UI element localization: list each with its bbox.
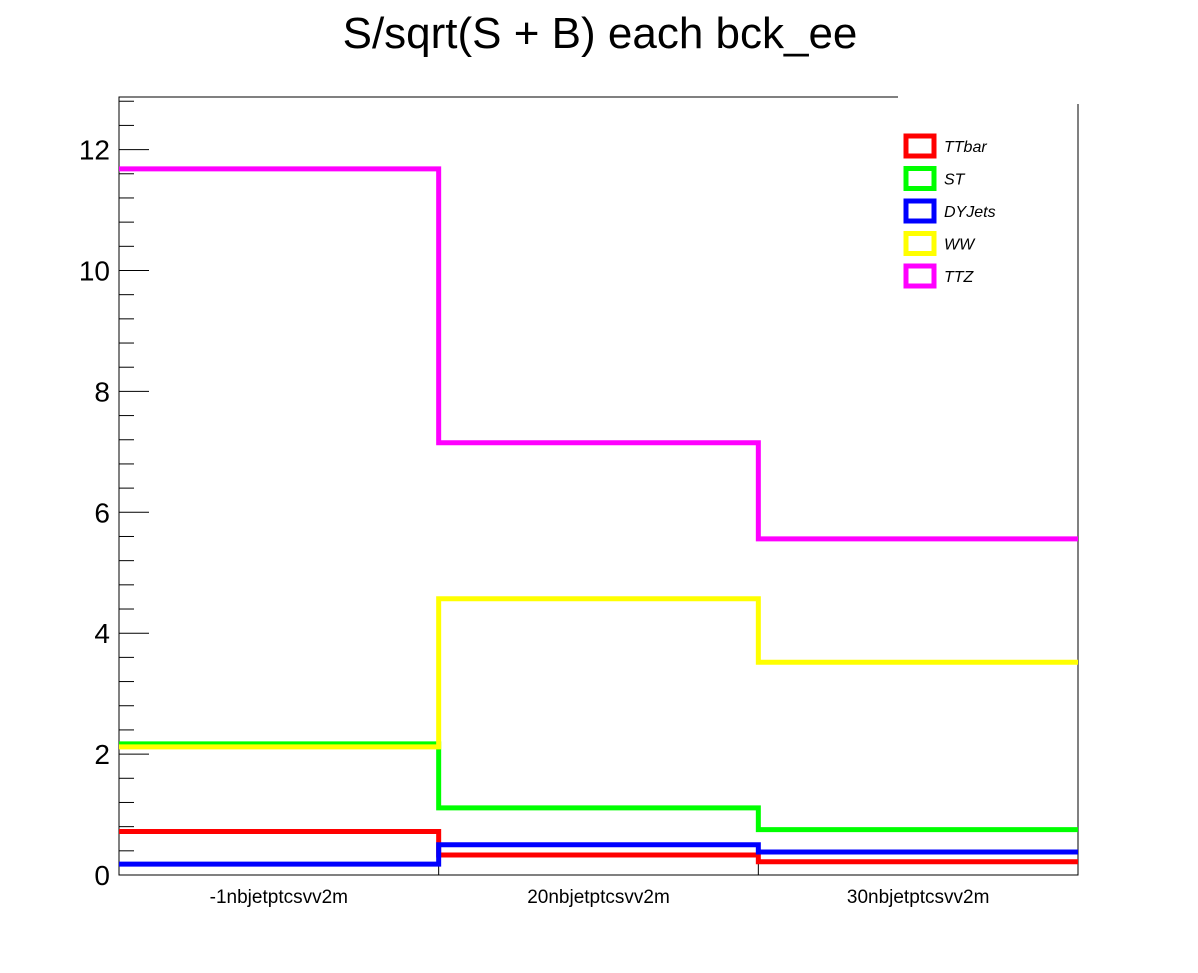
series-lines [119, 166, 1078, 867]
legend-swatch-ttbar [903, 133, 937, 159]
legend-swatch-dyjets [903, 198, 937, 224]
y-tick-label: 0 [94, 860, 110, 891]
x-tick-label: 30nbjetptcsvv2m [847, 887, 990, 908]
chart-title: S/sqrt(S + B) each bck_ee [343, 9, 858, 58]
legend-label-dyjets: DYJets [944, 204, 996, 221]
legend-swatch-ttz [903, 263, 937, 289]
series-line-dyjets [119, 842, 1078, 867]
x-tick-label: 20nbjetptcsvv2m [527, 887, 670, 908]
legend-label-ttz: TTZ [944, 269, 975, 286]
y-tick-label: 12 [79, 135, 110, 166]
plot-frame [118, 96, 1079, 876]
legend-background [898, 88, 1098, 104]
series-line-st [119, 741, 1078, 833]
legend-label-ttbar: TTbar [944, 139, 987, 156]
x-axis: -1nbjetptcsvv2m 20nbjetptcsvv2m 30nbjetptc… [210, 852, 990, 908]
y-axis: 0 2 4 6 8 10 12 [79, 100, 149, 891]
plot-border [118, 96, 1079, 876]
legend-label-ww: WW [944, 237, 976, 254]
x-tick-label: -1nbjetptcsvv2m [210, 887, 348, 908]
legend-label-st: ST [944, 172, 966, 189]
y-tick-label: 6 [94, 497, 110, 528]
series-line-ww [119, 596, 1078, 750]
y-tick-label: 2 [94, 739, 110, 770]
legend: TTbar ST DYJets WW TTZ [898, 88, 1098, 289]
y-tick-label: 8 [94, 376, 110, 407]
legend-swatch-st [903, 166, 937, 191]
series-line-ttbar [119, 828, 1078, 865]
y-tick-label: 10 [79, 255, 110, 286]
legend-swatch-ww [903, 231, 937, 256]
y-tick-label: 4 [94, 618, 110, 649]
series-line-ttz [119, 166, 1078, 542]
